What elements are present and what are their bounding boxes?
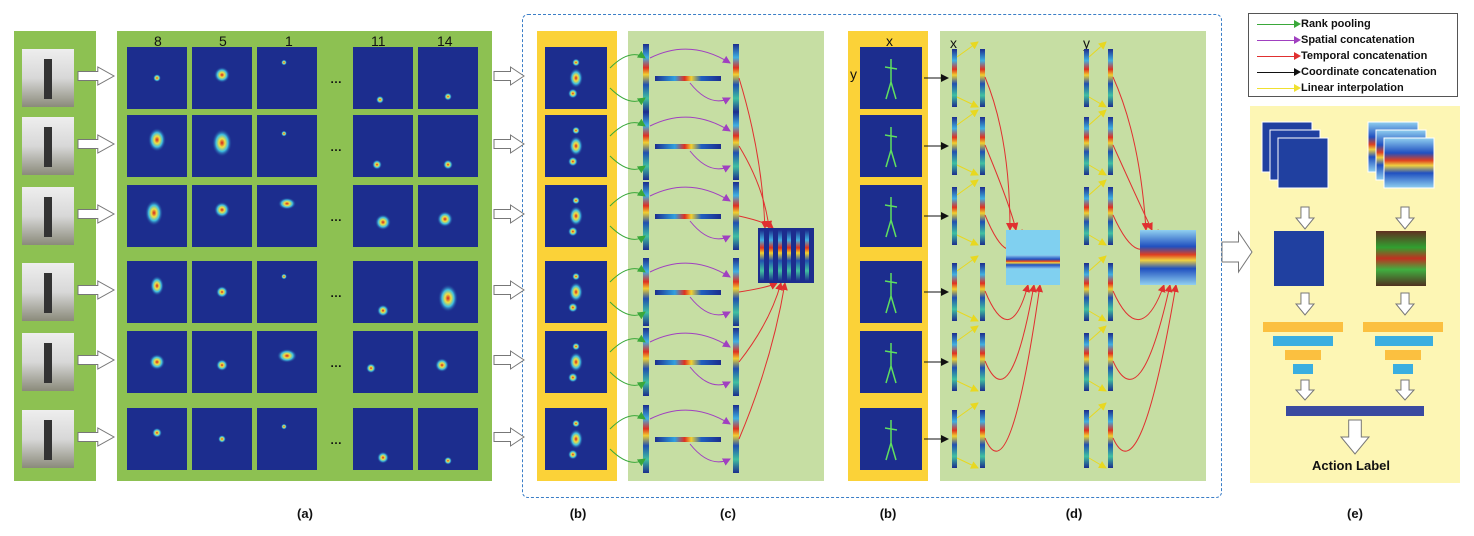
frame-column-label: 1 [285, 33, 293, 49]
hollow-arrow-icon [493, 427, 525, 447]
caption-b-skeleton: (b) [879, 506, 897, 521]
legend-item-temporal: Temporal concatenation [1257, 49, 1427, 63]
legend-item-coordinate: Coordinate concatenation [1257, 65, 1437, 79]
yellow-arrow-icon [1257, 83, 1301, 92]
frame-column-label: 5 [219, 33, 227, 49]
hollow-arrow-icon [493, 204, 525, 224]
caption-a: (a) [297, 506, 313, 521]
heatmap-rank-pooling-panel [628, 31, 824, 481]
legend: Rank pooling Spatial concatenation Tempo… [1248, 13, 1458, 97]
action-label: Action Label [1312, 458, 1391, 473]
hollow-arrow-icon [493, 66, 525, 86]
coordinate-y-label: y [1083, 35, 1090, 51]
frame-column-label: 11 [371, 33, 386, 49]
legend-label: Spatial concatenation [1301, 34, 1415, 46]
caption-c: (c) [720, 506, 736, 521]
heatmap-body-parts-panel [537, 31, 617, 481]
hollow-arrow-icon [493, 280, 525, 300]
video-frames-panel [14, 31, 96, 481]
legend-item-interpolation: Linear interpolation [1257, 81, 1404, 95]
hollow-arrow-icon [493, 134, 525, 154]
hollow-arrow-icon [1221, 230, 1253, 274]
pose-heatmap-grid-panel [117, 31, 492, 481]
legend-label: Rank pooling [1301, 18, 1371, 30]
green-arrow-icon [1257, 19, 1301, 28]
skeleton-panel [848, 31, 928, 481]
caption-e: (e) [1347, 506, 1363, 521]
legend-item-spatial: Spatial concatenation [1257, 33, 1415, 47]
red-arrow-icon [1257, 51, 1301, 60]
coordinate-x-label: x [950, 35, 957, 51]
caption-b-heatmap: (b) [569, 506, 587, 521]
cnn-classification-panel [1250, 106, 1460, 483]
skeleton-y-label: y [850, 66, 857, 82]
legend-label: Temporal concatenation [1301, 50, 1428, 62]
black-arrow-icon [1257, 67, 1301, 76]
legend-label: Coordinate concatenation [1301, 66, 1437, 78]
hollow-arrow-icon [493, 350, 525, 370]
purple-arrow-icon [1257, 35, 1301, 44]
frame-column-label: 14 [437, 33, 453, 49]
legend-label: Linear interpolation [1301, 82, 1404, 94]
legend-item-rank-pooling: Rank pooling [1257, 17, 1371, 31]
frame-column-label: 8 [154, 33, 162, 49]
caption-d: (d) [1065, 506, 1083, 521]
coordinate-panel [940, 31, 1206, 481]
skeleton-x-label: x [886, 33, 893, 49]
